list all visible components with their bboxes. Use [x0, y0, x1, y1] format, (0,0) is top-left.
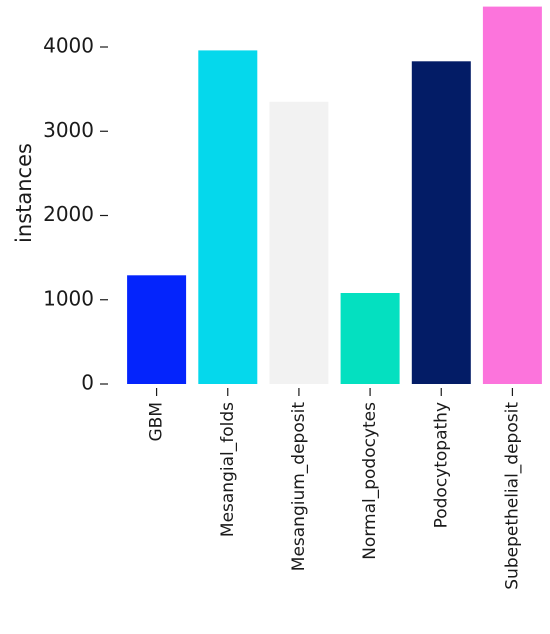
x-tick-label: Mesangial_folds: [218, 402, 238, 537]
bar-mesangium-deposit: [269, 101, 329, 385]
y-tick-label: 1000: [43, 286, 94, 310]
y-axis: 0 1000 2000 3000 4000: [43, 34, 108, 395]
bar-mesangial-folds: [198, 50, 258, 385]
bar-gbm: [127, 275, 187, 384]
y-tick-label: 3000: [43, 118, 94, 142]
x-tick-label: Podocytopathy: [431, 402, 451, 528]
y-tick-label: 2000: [43, 202, 94, 226]
x-tick-label: Normal_podocytes: [360, 402, 380, 560]
bar-podocytopathy: [411, 61, 471, 385]
y-tick-label: 0: [81, 371, 94, 395]
bars-group: [127, 6, 542, 385]
y-tick-label: 4000: [43, 34, 94, 58]
y-axis-label: instances: [12, 143, 36, 243]
x-tick-label: GBM: [147, 402, 167, 442]
bar-normal-podocytes: [340, 293, 400, 384]
x-tick-label: Subepethelial_deposit: [502, 402, 522, 590]
bar-subepethelial-deposit: [482, 6, 542, 384]
x-tick-label: Mesangium_deposit: [289, 402, 309, 572]
x-axis: GBM Mesangial_folds Mesangium_deposit Norma…: [147, 388, 522, 590]
